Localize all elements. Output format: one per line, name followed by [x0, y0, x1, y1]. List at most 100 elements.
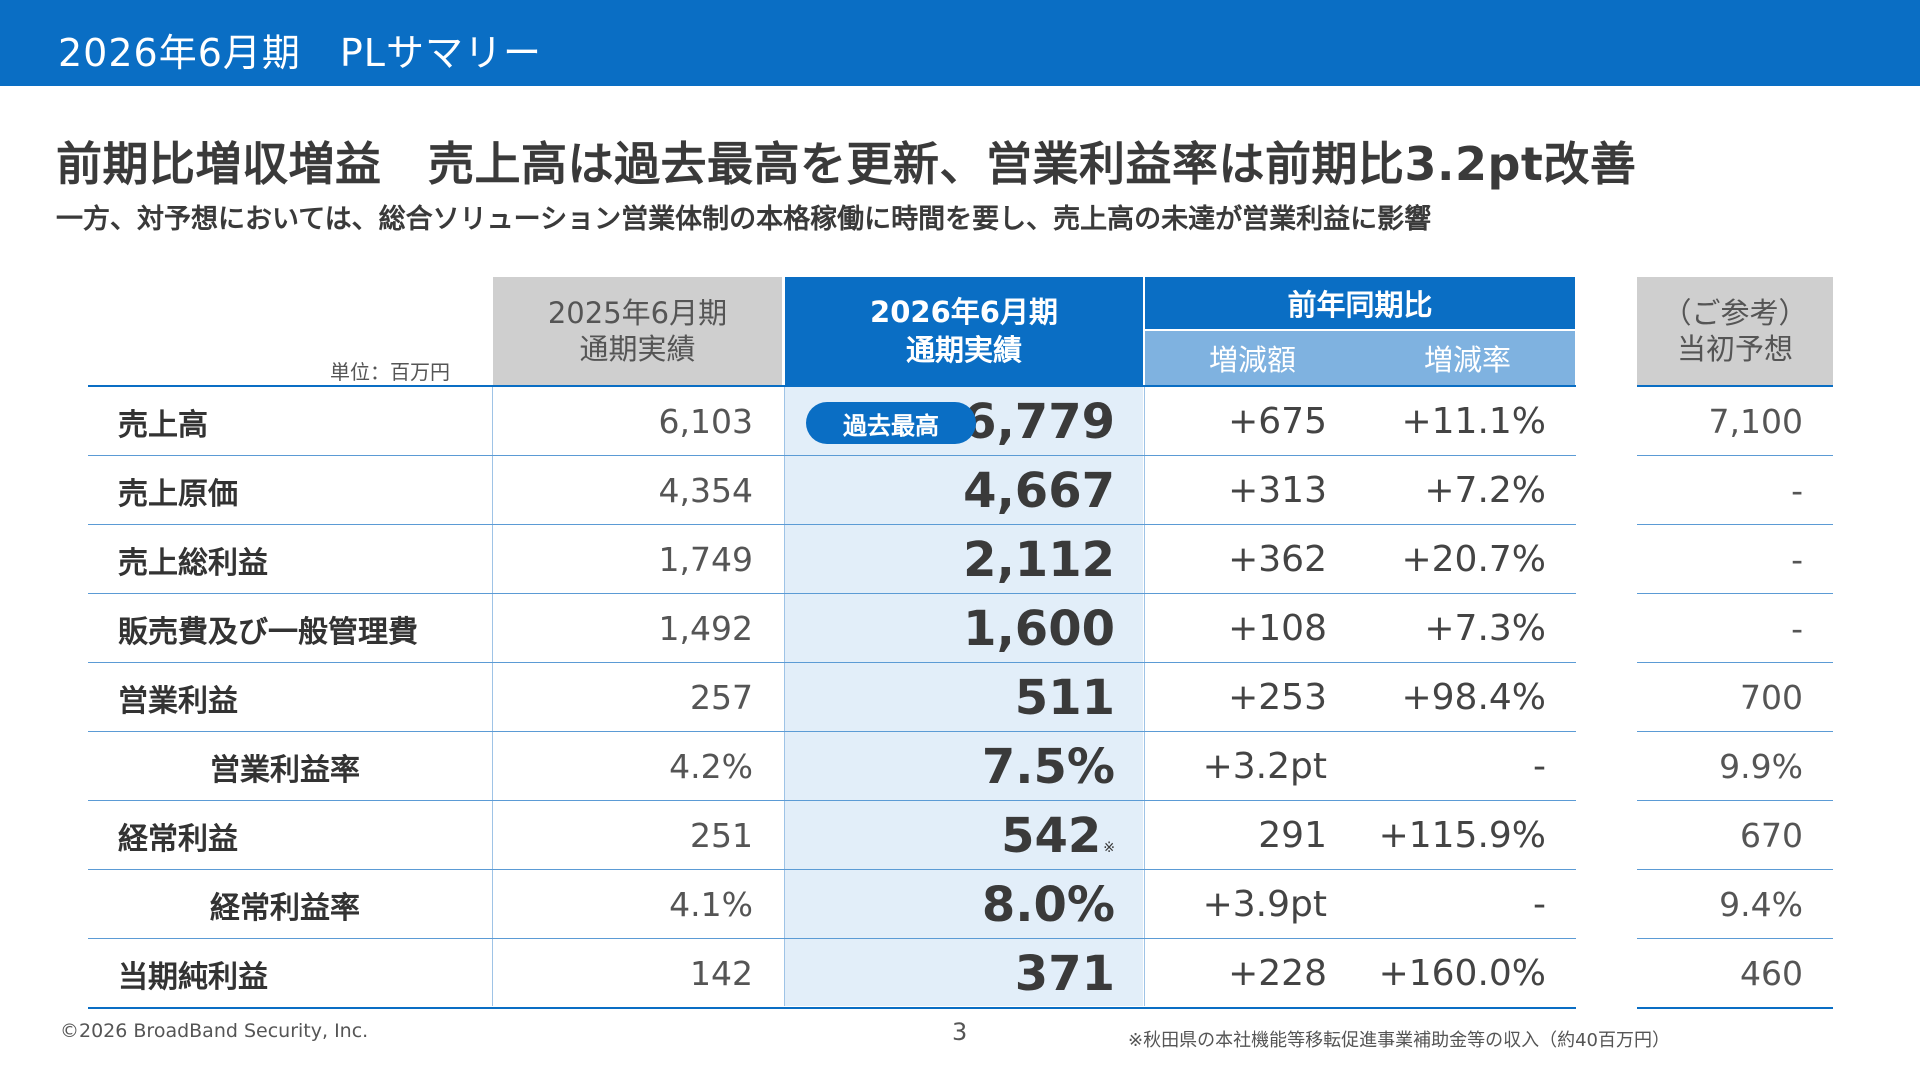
yoy-rate-value: - — [1533, 884, 1546, 925]
row-divider-ref — [1637, 524, 1833, 525]
headline: 前期比増収増益 売上高は過去最高を更新、営業利益率は前期比3.2pt改善 — [56, 137, 1637, 191]
row-divider-ref — [1637, 1007, 1833, 1009]
column-header-diff: 増減額 — [1208, 343, 1296, 377]
yoy-rate-value: +20.7% — [1401, 539, 1546, 580]
current-year-value: 4,667 — [963, 462, 1115, 519]
column-header-rate: 増減率 — [1423, 343, 1511, 377]
row-divider-ref — [1637, 731, 1833, 732]
table-row: 営業利益 257 511 +253 +98.4% 700 — [0, 663, 1920, 732]
yoy-diff-value: +228 — [1228, 953, 1327, 994]
yoy-diff-value: +362 — [1228, 539, 1327, 580]
reference-forecast-value: - — [1791, 540, 1803, 579]
row-divider-ref — [1637, 593, 1833, 594]
prev-year-value: 4.1% — [669, 885, 753, 924]
current-year-value: 1,600 — [963, 600, 1115, 657]
table-row: 売上総利益 1,749 2,112 +362 +20.7% - — [0, 525, 1920, 594]
column-header-prev-year: 2025年6月期 通期実績 — [493, 277, 782, 385]
current-year-value: 511 — [1014, 669, 1115, 726]
reference-forecast-value: - — [1791, 471, 1803, 510]
prev-year-value: 4,354 — [658, 471, 753, 510]
table-top-rule — [88, 385, 1576, 387]
row-divider-ref — [1637, 938, 1833, 939]
table-row: 販売費及び一般管理費 1,492 1,600 +108 +7.3% - — [0, 594, 1920, 663]
copyright: ©2026 BroadBand Security, Inc. — [60, 1020, 369, 1042]
column-divider — [784, 387, 785, 1006]
row-label: 販売費及び一般管理費 — [118, 614, 418, 650]
prev-year-value: 6,103 — [658, 402, 753, 441]
current-year-value: 542 ※ — [1001, 807, 1115, 864]
current-year-value: 371 — [1014, 945, 1115, 1002]
prev-year-value: 1,492 — [658, 609, 753, 648]
yoy-rate-value: +7.2% — [1424, 470, 1546, 511]
row-label: 営業利益 — [118, 683, 238, 719]
prev-year-value: 251 — [690, 816, 753, 855]
row-divider — [88, 800, 1576, 801]
yoy-diff-value: 291 — [1258, 815, 1327, 856]
reference-forecast-value: 460 — [1740, 954, 1803, 993]
column-header-reference: （ご参考） 当初予想 — [1637, 277, 1833, 385]
reference-forecast-value: 670 — [1740, 816, 1803, 855]
subheadline: 一方、対予想においては、総合ソリューション営業体制の本格稼働に時間を要し、売上高… — [56, 204, 1432, 235]
yoy-rate-value: +7.3% — [1424, 608, 1546, 649]
row-label: 売上総利益 — [118, 545, 268, 581]
table-row: 経常利益 251 542 ※ 291 +115.9% 670 — [0, 801, 1920, 870]
prev-year-value: 142 — [690, 954, 753, 993]
reference-forecast-value: 9.9% — [1719, 747, 1803, 786]
row-label: 営業利益率 — [210, 752, 360, 788]
current-year-column-highlight — [785, 387, 1143, 1006]
yoy-rate-value: +98.4% — [1401, 677, 1546, 718]
table-row: 売上高 6,103 6,779 +675 +11.1% 7,100 過去最高 — [0, 387, 1920, 456]
unit-label: 単位：百万円 — [330, 360, 450, 384]
prev-year-value: 257 — [690, 678, 753, 717]
yoy-diff-value: +108 — [1228, 608, 1327, 649]
slide-title: 2026年6月期 PLサマリー — [58, 31, 542, 75]
table-row: 営業利益率 4.2% 7.5% +3.2pt - 9.9% — [0, 732, 1920, 801]
row-label: 当期純利益 — [118, 959, 268, 995]
column-divider — [1144, 387, 1145, 1006]
reference-forecast-value: - — [1791, 609, 1803, 648]
table-row: 売上原価 4,354 4,667 +313 +7.2% - — [0, 456, 1920, 525]
yoy-rate-value: +115.9% — [1378, 815, 1546, 856]
row-divider — [88, 731, 1576, 732]
current-year-value: 6,779 — [963, 393, 1115, 450]
row-divider-ref — [1637, 800, 1833, 801]
footnote-mark: ※ — [1103, 840, 1115, 856]
yoy-diff-value: +253 — [1228, 677, 1327, 718]
yoy-diff-value: +675 — [1228, 401, 1327, 442]
prev-year-value: 1,749 — [658, 540, 753, 579]
row-label: 経常利益率 — [210, 890, 360, 926]
current-year-value: 7.5% — [981, 738, 1115, 795]
current-year-value: 8.0% — [981, 876, 1115, 933]
page-number: 3 — [952, 1018, 968, 1046]
yoy-rate-value: +160.0% — [1378, 953, 1546, 994]
column-subheader-yoy: 増減額 増減率 — [1145, 331, 1575, 385]
footnote: ※秋田県の本社機能等移転促進事業補助金等の収入（約40百万円） — [1128, 1030, 1670, 1051]
column-divider — [492, 387, 493, 1006]
reference-forecast-value: 9.4% — [1719, 885, 1803, 924]
table-top-rule-ref — [1637, 385, 1833, 387]
row-divider — [88, 869, 1576, 870]
yoy-diff-value: +3.2pt — [1202, 746, 1327, 787]
column-header-current-year: 2026年6月期 通期実績 — [785, 277, 1143, 385]
row-divider — [88, 938, 1576, 939]
reference-forecast-value: 7,100 — [1708, 402, 1803, 441]
yoy-rate-value: - — [1533, 746, 1546, 787]
reference-forecast-value: 700 — [1740, 678, 1803, 717]
prev-year-value: 4.2% — [669, 747, 753, 786]
row-label: 経常利益 — [118, 821, 238, 857]
row-divider — [88, 1007, 1576, 1009]
column-header-yoy: 前年同期比 — [1145, 277, 1575, 329]
row-divider — [88, 662, 1576, 663]
yoy-rate-value: +11.1% — [1401, 401, 1546, 442]
row-divider — [88, 455, 1576, 456]
row-divider — [88, 524, 1576, 525]
yoy-diff-value: +313 — [1228, 470, 1327, 511]
row-divider-ref — [1637, 662, 1833, 663]
row-divider-ref — [1637, 869, 1833, 870]
row-divider-ref — [1637, 455, 1833, 456]
row-divider — [88, 593, 1576, 594]
current-year-value: 2,112 — [963, 531, 1115, 588]
row-label: 売上高 — [118, 407, 208, 443]
yoy-diff-value: +3.9pt — [1202, 884, 1327, 925]
record-high-badge: 過去最高 — [806, 402, 976, 444]
